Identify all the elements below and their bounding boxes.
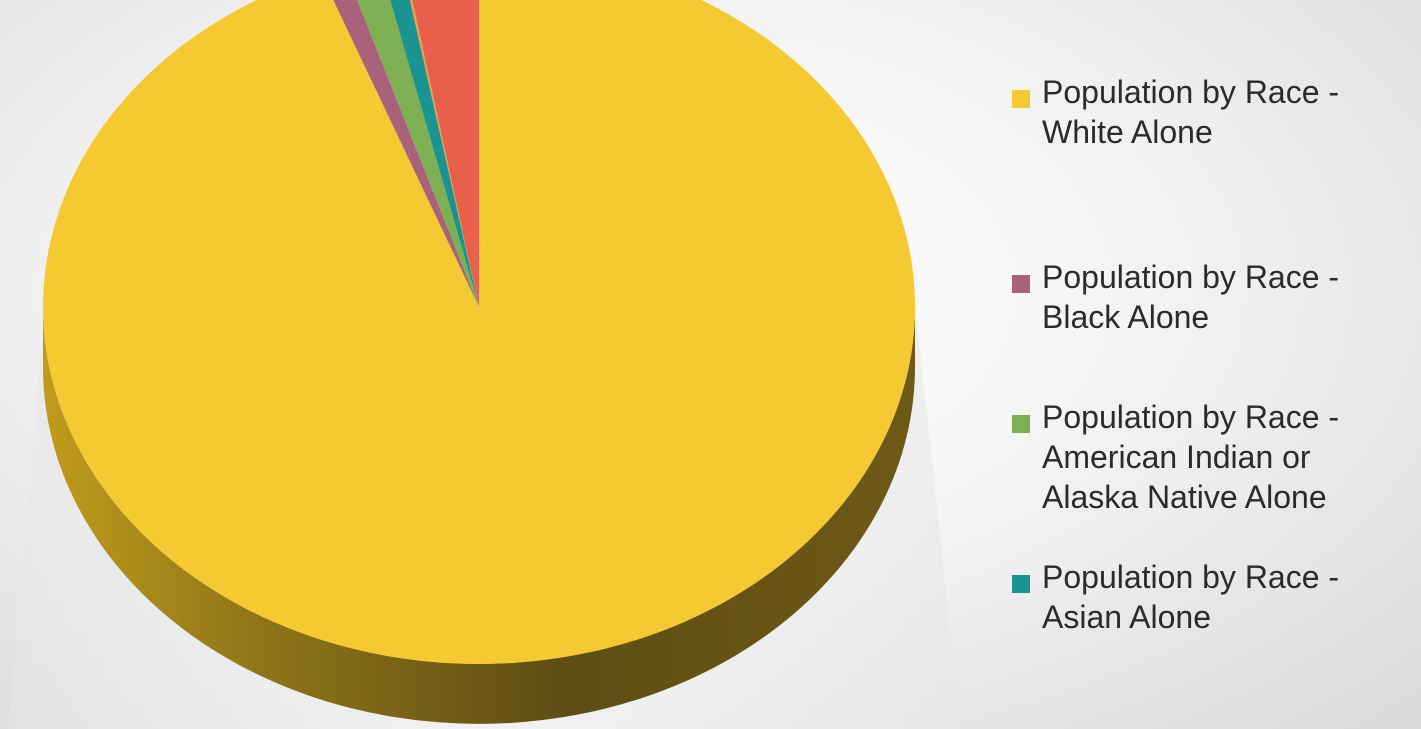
legend-label-line: Population by Race - (1042, 559, 1340, 595)
pie-slices (43, 0, 915, 664)
legend-label-line: Population by Race - (1042, 259, 1340, 295)
legend-label-line: Alaska Native Alone (1042, 479, 1327, 515)
pie-slice (333, 0, 479, 307)
legend-label: Population by Race - Black Alone (1042, 257, 1417, 337)
legend-label-line: Population by Race - (1042, 74, 1340, 110)
legend-swatch-white (1012, 90, 1030, 108)
legend-label-line: American Indian or (1042, 439, 1311, 475)
legend-swatch-asian (1012, 575, 1030, 593)
legend-label: Population by Race - American Indian or … (1042, 397, 1417, 517)
legend-label: Population by Race - Asian Alone (1042, 557, 1417, 637)
legend-label-line: Asian Alone (1042, 599, 1212, 635)
legend-swatch-american-indian (1012, 415, 1030, 433)
pie-slice (390, 0, 479, 307)
pie-slice (43, 0, 915, 664)
legend-label-line: Population by Race - (1042, 399, 1340, 435)
legend-label-line: White Alone (1042, 114, 1213, 150)
pie-slice (409, 0, 479, 307)
legend-label: Population by Race - White Alone (1042, 72, 1417, 152)
legend-label-line: Black Alone (1042, 299, 1210, 335)
legend-swatch-black (1012, 275, 1030, 293)
pie-slice (357, 0, 479, 307)
pie-side-wall (43, 307, 915, 724)
pie-slice (412, 0, 479, 307)
